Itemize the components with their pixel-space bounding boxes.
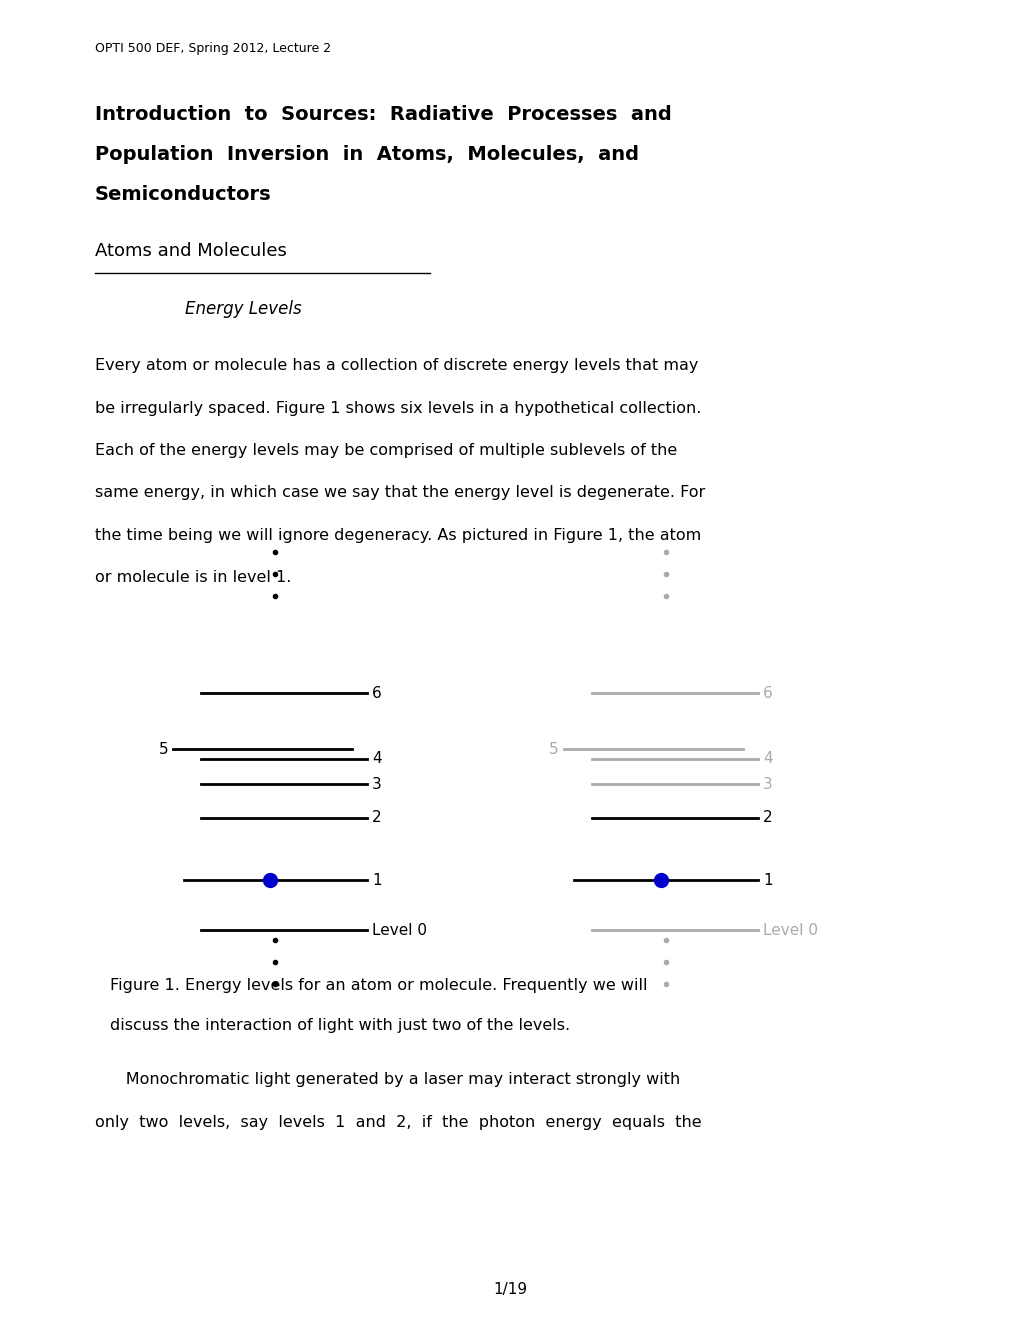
Text: Energy Levels: Energy Levels <box>184 299 302 318</box>
Text: 5: 5 <box>549 741 558 757</box>
Text: 4: 4 <box>372 752 381 766</box>
Text: Figure 1. Energy levels for an atom or molecule. Frequently we will: Figure 1. Energy levels for an atom or m… <box>110 977 647 993</box>
Text: the time being we will ignore degeneracy. As pictured in Figure 1, the atom: the time being we will ignore degeneracy… <box>95 528 701 543</box>
Text: 4: 4 <box>762 752 771 766</box>
Text: 6: 6 <box>762 686 772 700</box>
Text: OPTI 500 DEF, Spring 2012, Lecture 2: OPTI 500 DEF, Spring 2012, Lecture 2 <box>95 42 331 55</box>
Text: 6: 6 <box>372 686 382 700</box>
Text: discuss the interaction of light with just two of the levels.: discuss the interaction of light with ju… <box>110 1018 570 1033</box>
Text: 1: 1 <box>762 873 771 888</box>
Text: 1: 1 <box>372 873 381 888</box>
Text: Each of the energy levels may be comprised of multiple sublevels of the: Each of the energy levels may be compris… <box>95 443 677 458</box>
Text: Level 0: Level 0 <box>762 922 817 938</box>
Text: 2: 2 <box>762 810 771 826</box>
Text: Monochromatic light generated by a laser may interact strongly with: Monochromatic light generated by a laser… <box>95 1072 680 1087</box>
Text: same energy, in which case we say that the energy level is degenerate. For: same energy, in which case we say that t… <box>95 485 704 500</box>
Text: or molecule is in level 1.: or molecule is in level 1. <box>95 571 291 586</box>
Text: Semiconductors: Semiconductors <box>95 185 271 204</box>
Text: 5: 5 <box>159 741 168 757</box>
Text: Population  Inversion  in  Atoms,  Molecules,  and: Population Inversion in Atoms, Molecules… <box>95 145 638 164</box>
Text: 1/19: 1/19 <box>492 1282 527 1297</box>
Text: 3: 3 <box>372 777 382 791</box>
Text: Level 0: Level 0 <box>372 922 427 938</box>
Text: be irregularly spaced. Figure 1 shows six levels in a hypothetical collection.: be irregularly spaced. Figure 1 shows si… <box>95 401 701 415</box>
Text: Introduction  to  Sources:  Radiative  Processes  and: Introduction to Sources: Radiative Proce… <box>95 106 672 124</box>
Text: 2: 2 <box>372 810 381 826</box>
Text: Every atom or molecule has a collection of discrete energy levels that may: Every atom or molecule has a collection … <box>95 357 698 373</box>
Text: only  two  levels,  say  levels  1  and  2,  if  the  photon  energy  equals  th: only two levels, say levels 1 and 2, if … <box>95 1115 701 1130</box>
Text: Atoms and Molecules: Atoms and Molecules <box>95 241 286 260</box>
Text: 3: 3 <box>762 777 772 791</box>
